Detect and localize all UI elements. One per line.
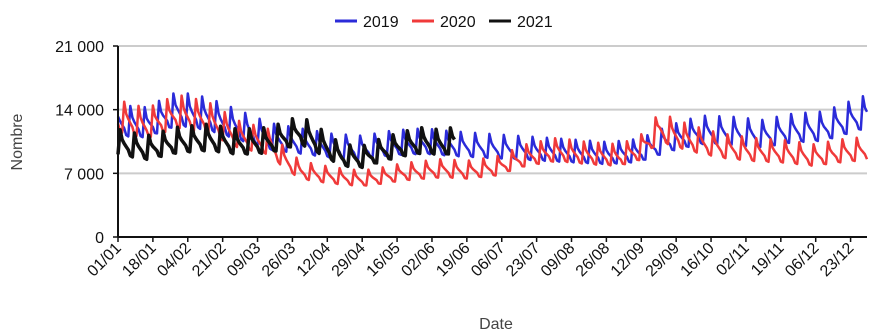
y-tick-label: 0: [95, 230, 104, 247]
x-tick-label: 19/11: [748, 240, 788, 280]
legend-label-2020: 2020: [440, 14, 476, 31]
x-tick-label: 23/12: [817, 240, 857, 280]
x-tick-label: 09/08: [538, 240, 578, 280]
y-tick-label: 21 000: [55, 39, 104, 56]
x-tick-label: 02/06: [398, 240, 438, 280]
chart-axes: [117, 46, 867, 238]
chart-legend: 2019 2020 2021: [335, 14, 553, 31]
series-line-2020: [116, 94, 869, 187]
x-tick-label: 26/03: [259, 240, 299, 280]
x-tick-label: 26/08: [573, 240, 613, 280]
chart-series: [116, 92, 869, 187]
y-tick-label: 14 000: [55, 103, 104, 120]
x-tick-label: 09/03: [224, 240, 264, 280]
y-tick-label: 7 000: [64, 166, 104, 183]
x-tick-label: 16/05: [364, 240, 404, 280]
x-tick-label: 06/07: [468, 240, 508, 280]
x-tick-label: 19/06: [433, 240, 473, 280]
legend-label-2021: 2021: [517, 14, 553, 31]
x-axis-label: Date: [479, 316, 513, 332]
y-axis-label: Nombre: [9, 113, 26, 170]
series-line-2021: [116, 117, 456, 170]
x-tick-label: 29/09: [643, 240, 683, 280]
x-tick-label: 29/04: [329, 240, 369, 280]
x-tick-label: 18/01: [119, 240, 159, 280]
x-tick-label: 06/12: [782, 240, 822, 280]
y-axis-ticks: 0 7 000 14 000 21 000: [55, 39, 118, 247]
x-tick-label: 21/02: [189, 240, 229, 280]
x-tick-label: 02/11: [713, 240, 753, 280]
x-tick-label: 16/10: [678, 240, 718, 280]
x-tick-label: 12/04: [294, 240, 334, 280]
x-tick-label: 12/09: [608, 240, 648, 280]
x-tick-label: 01/01: [84, 240, 124, 280]
x-tick-label: 23/07: [503, 240, 543, 280]
x-axis-ticks: 01/0118/0104/0221/0209/0326/0312/0429/04…: [84, 237, 857, 280]
legend-label-2019: 2019: [363, 14, 399, 31]
x-tick-label: 04/02: [154, 240, 194, 280]
